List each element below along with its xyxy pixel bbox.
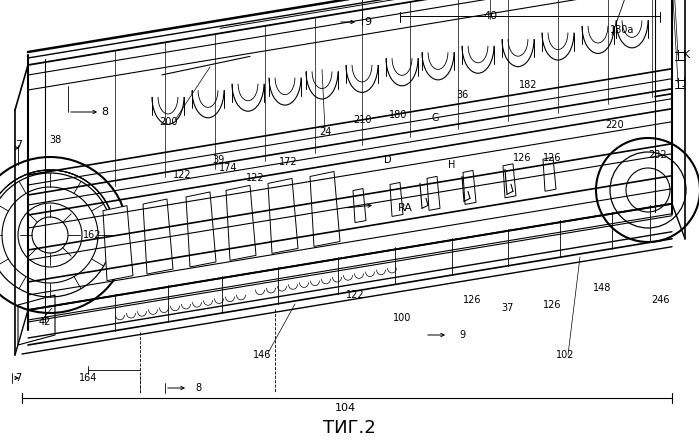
Polygon shape — [310, 172, 340, 246]
Text: 36: 36 — [456, 90, 468, 100]
Polygon shape — [427, 176, 440, 210]
Text: 40: 40 — [483, 11, 497, 21]
Text: 210: 210 — [353, 115, 371, 125]
Polygon shape — [353, 189, 366, 223]
Text: 126: 126 — [542, 300, 561, 310]
Text: 180: 180 — [389, 110, 408, 120]
Text: 172: 172 — [279, 157, 297, 167]
Text: 122: 122 — [245, 173, 264, 183]
Text: 162: 162 — [82, 230, 101, 240]
Polygon shape — [463, 170, 476, 205]
Text: 126: 126 — [542, 153, 561, 163]
Text: 246: 246 — [651, 295, 669, 305]
Polygon shape — [143, 199, 173, 274]
Text: 8: 8 — [195, 383, 201, 393]
Text: 100: 100 — [393, 313, 411, 323]
Text: 122: 122 — [346, 290, 364, 300]
Text: RA: RA — [398, 203, 413, 213]
Text: 37: 37 — [502, 303, 514, 313]
Text: 146: 146 — [253, 350, 271, 360]
Text: K: K — [683, 50, 690, 60]
Text: 200: 200 — [159, 117, 178, 127]
Polygon shape — [503, 164, 516, 198]
Text: 104: 104 — [334, 403, 356, 413]
Polygon shape — [543, 157, 556, 191]
Polygon shape — [186, 192, 216, 267]
Text: 24: 24 — [319, 127, 331, 137]
Polygon shape — [103, 205, 133, 281]
Text: 126: 126 — [513, 153, 531, 163]
Polygon shape — [268, 179, 298, 253]
Text: 9: 9 — [459, 330, 465, 340]
Text: 122: 122 — [173, 170, 192, 180]
Polygon shape — [390, 183, 403, 216]
Text: 39: 39 — [212, 155, 224, 165]
Text: 8: 8 — [101, 107, 108, 117]
Text: 232: 232 — [649, 150, 668, 160]
Text: 9: 9 — [364, 17, 372, 27]
Text: H: H — [448, 160, 456, 170]
Text: D: D — [384, 155, 392, 165]
Text: 182: 182 — [519, 80, 538, 90]
Text: 42: 42 — [39, 317, 51, 327]
Text: J: J — [683, 77, 686, 87]
Polygon shape — [226, 185, 256, 260]
Text: 38: 38 — [49, 135, 61, 145]
Text: 164: 164 — [79, 373, 97, 383]
Text: 102: 102 — [556, 350, 575, 360]
Text: 126: 126 — [463, 295, 481, 305]
Text: 148: 148 — [593, 283, 611, 293]
Text: 7: 7 — [15, 140, 22, 150]
Text: 174: 174 — [219, 163, 237, 173]
Text: G: G — [431, 113, 439, 123]
Text: ΤИГ.2: ΤИГ.2 — [323, 419, 375, 437]
Text: 220: 220 — [606, 120, 624, 130]
Text: 7: 7 — [15, 373, 21, 383]
Text: 180a: 180a — [610, 25, 634, 35]
